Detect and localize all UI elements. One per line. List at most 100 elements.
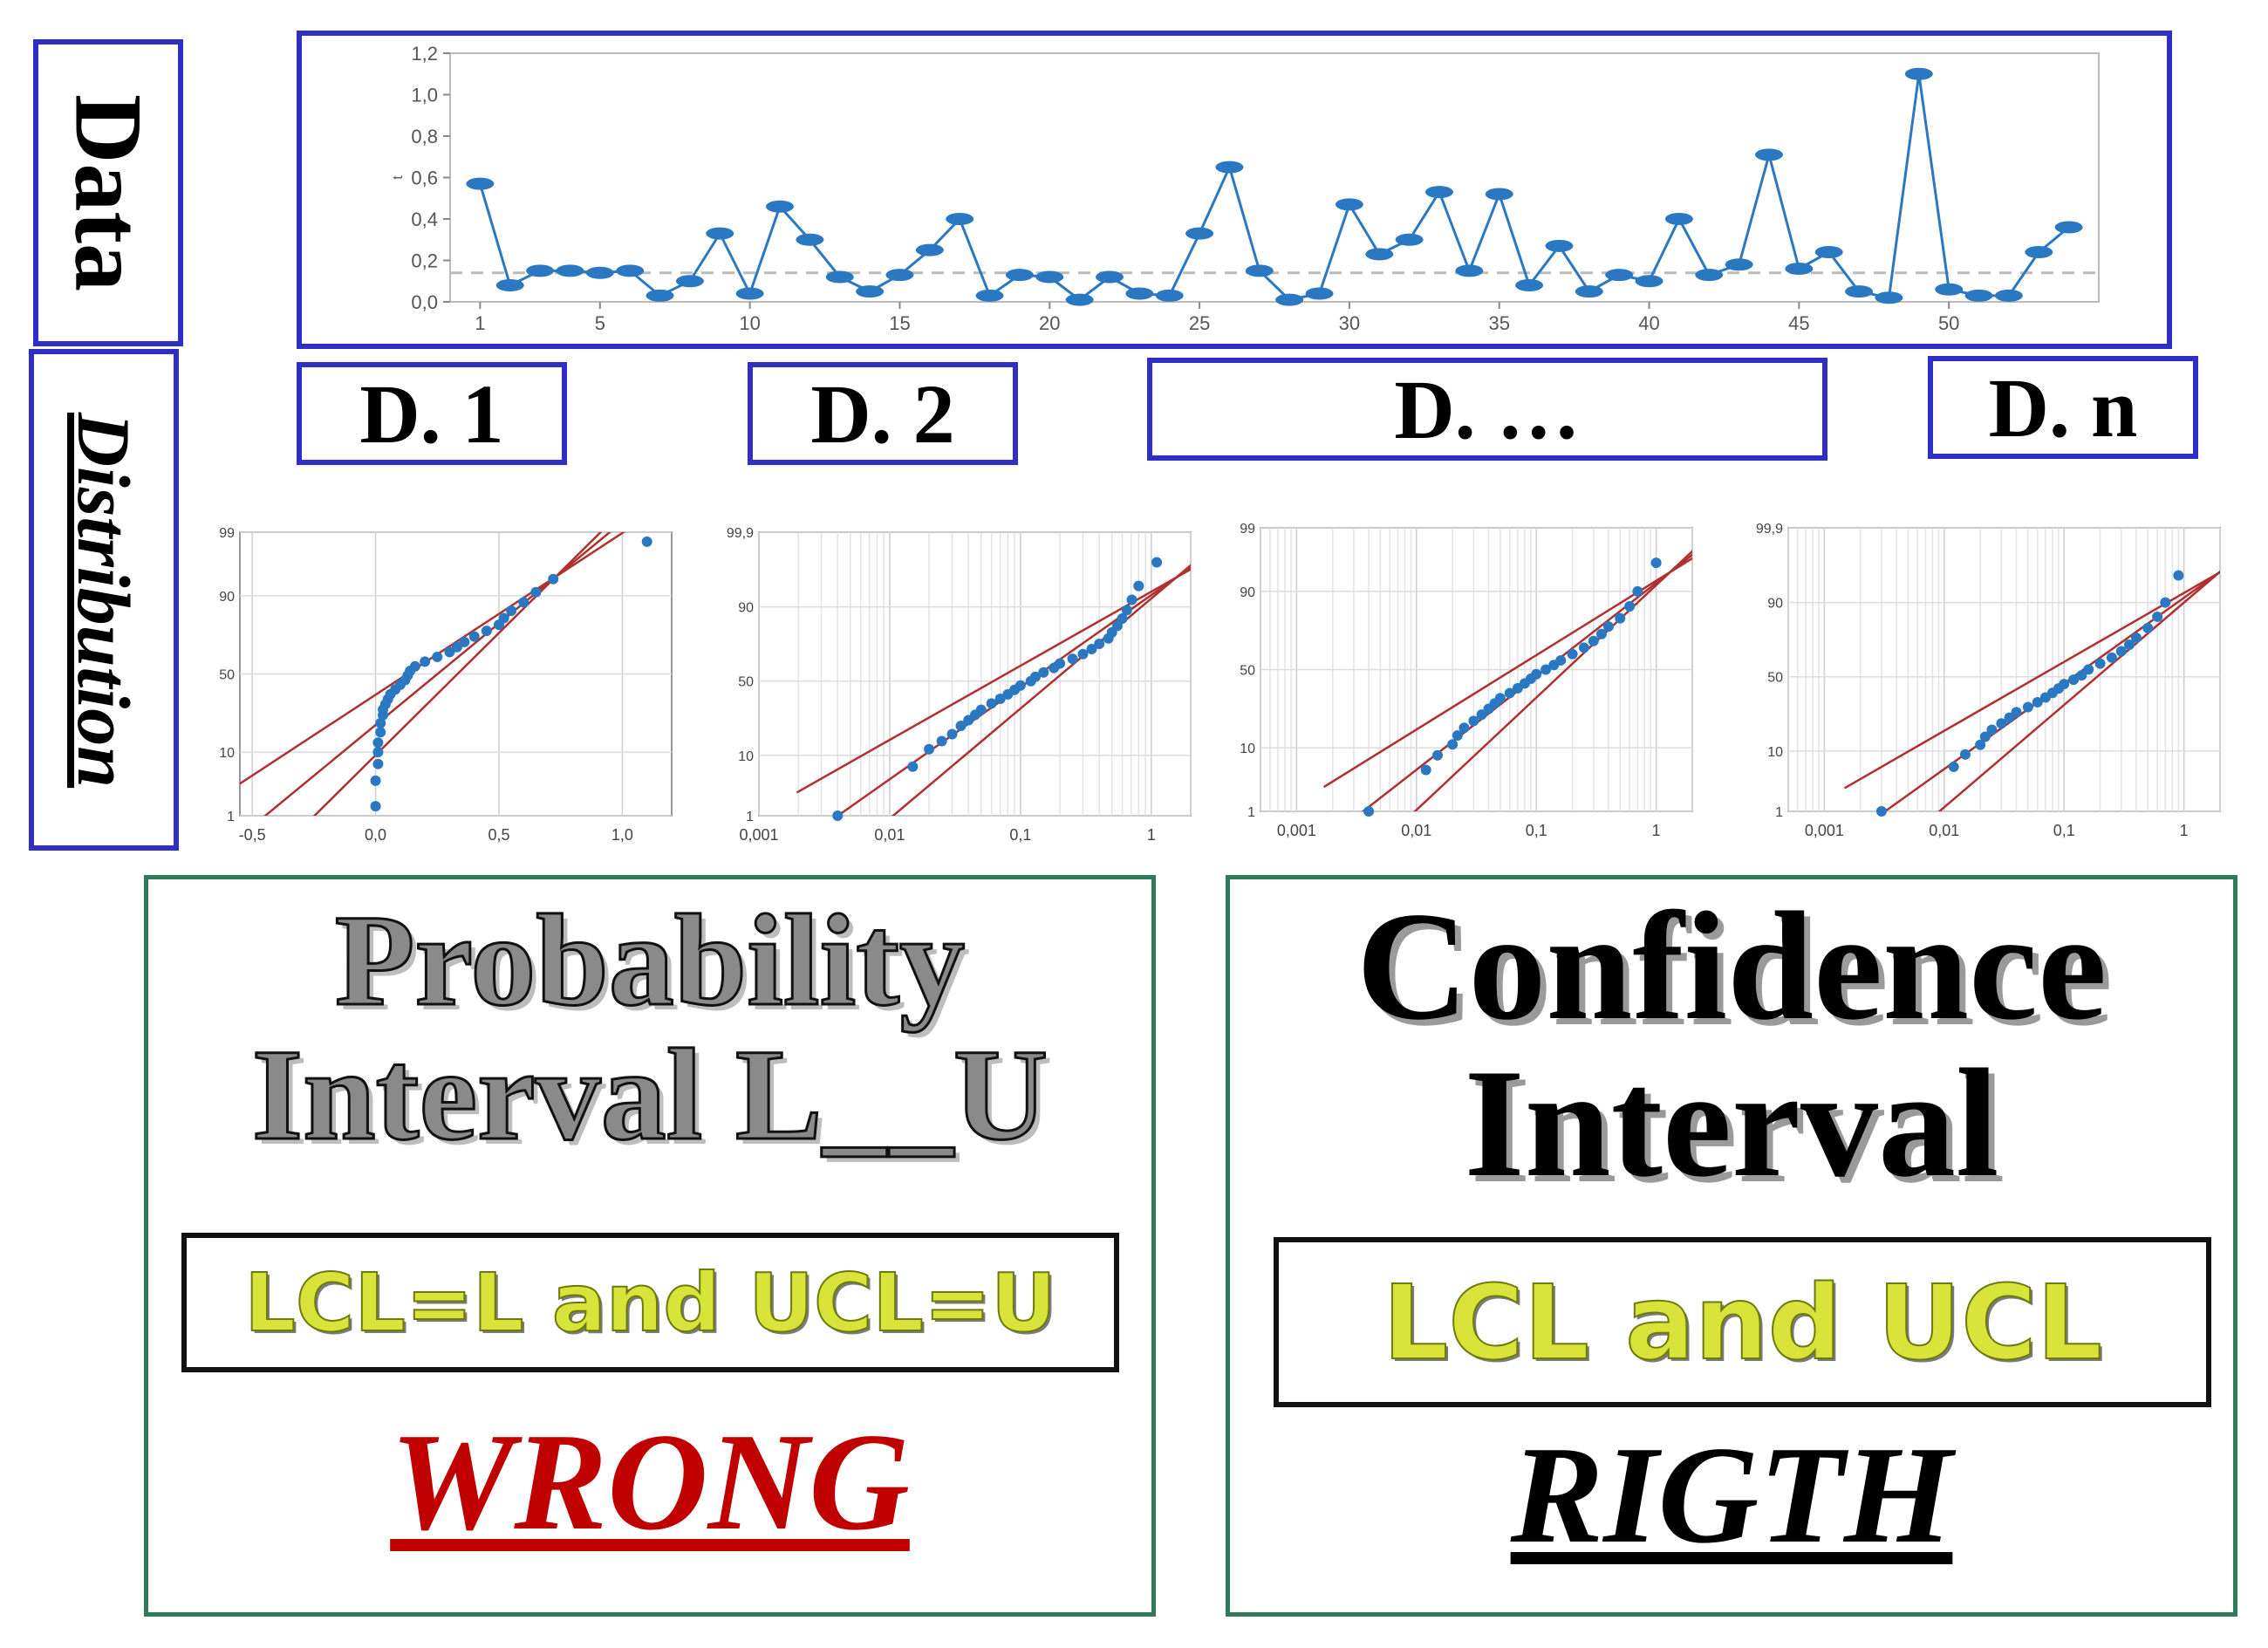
distribution-tag-label: D. 2 [810,366,955,461]
x-tick-label: 0,1 [2053,822,2075,839]
data-point [1005,269,1034,282]
data-point [1077,648,1089,660]
data-point [585,266,614,279]
x-tick-label: 0,001 [1277,822,1316,839]
data-point [616,264,645,277]
data-point [1964,289,1993,302]
x-tick-label: -0,5 [239,826,266,844]
lcl-ucl-text: LCL and UCL [1382,1262,2103,1384]
data-point [506,605,517,617]
data-point [1117,613,1128,625]
x-tick-label: 0,01 [874,826,905,844]
y-tick-label: 50 [1240,664,1255,679]
data-point [451,641,462,653]
data-point [2054,221,2083,234]
data-point [1725,258,1753,271]
data-point [796,233,824,246]
data-point [372,758,384,769]
data-point [915,243,944,256]
data-point [1065,293,1094,306]
data-point [766,200,794,213]
distribution-tag-label: D. n [1988,360,2138,455]
data-point [1452,730,1463,742]
data-point [1845,285,1874,298]
x-tick-label: 0,01 [1401,822,1431,839]
data-point [832,810,844,821]
y-tick-label: 1 [1775,805,1783,820]
y-tick-label: 99 [219,526,235,541]
data-point [498,612,509,624]
data-point [986,698,997,709]
data-point [2094,658,2106,669]
distribution-tag-n: D. n [1928,356,2198,459]
data-point [1567,648,1578,660]
data-point [1094,639,1105,650]
data-point [1067,653,1078,665]
data-point [1588,635,1599,646]
probability-interval-panel: Probability Interval L__U LCL=L and UCL=… [144,875,1156,1617]
data-point [735,287,764,300]
data-point [975,704,987,715]
distribution-tag-2: D. 2 [748,362,1018,465]
y-tick-label: 1 [1247,805,1255,820]
data-point [2059,679,2070,690]
y-tick-label: 10 [1767,745,1783,760]
data-point [530,586,542,598]
data-point [2025,246,2053,258]
probability-plot-2: 0,001 0,01 0,1 1 1 10 50 90 99,9 [727,526,1192,844]
data-point [1121,605,1132,616]
data-point [1014,680,1026,691]
data-point [548,573,559,585]
data-point [2130,632,2142,643]
data-point [946,728,958,740]
confidence-band-line [796,568,1191,794]
plot-frame [758,531,1192,817]
data-point [1458,722,1470,734]
data-point [1545,239,1574,252]
data-point [1975,739,1986,750]
data-point [2115,646,2127,657]
data-point [375,717,386,728]
fit-line [1361,553,1692,811]
data-point [1038,667,1049,678]
data-point [1029,671,1041,682]
y-tick-label: 0,2 [411,250,438,272]
data-point [1664,213,1693,225]
confidence-band-line [1937,570,2220,811]
wrong-verdict: WRONG [390,1404,910,1559]
y-tick-label: 50 [219,668,235,683]
data-point [936,735,947,747]
data-point [706,227,734,240]
y-tick-label: 90 [219,590,235,605]
data-point [1133,580,1144,592]
y-tick-label: 0,0 [411,291,438,313]
data-point [1755,148,1783,161]
x-tick-label: 20 [1039,312,1060,334]
data-point [1155,289,1184,302]
y-tick-label: 10 [219,746,235,761]
y-tick-label: 0,6 [411,168,438,189]
data-point [1125,287,1154,300]
confidence-band-line [1323,557,1692,789]
confidence-band-line [312,532,603,816]
data-point [946,213,974,225]
data-point [641,536,652,547]
data-point [526,264,555,277]
time-series-chart: 0,00,20,40,60,81,01,21 5 10 15 20 25 30 35 40 45 5… [391,43,2100,334]
y-tick-label: 0,4 [411,209,438,230]
x-tick-label: 35 [1488,312,1509,334]
data-point [1996,718,2007,729]
data-point [1275,293,1304,306]
data-point [1365,248,1394,261]
distribution-tag-1: D. 1 [297,362,567,465]
data-point [1215,161,1244,174]
data-point [646,289,674,302]
y-tick-label: 1,2 [411,43,438,65]
probability-title-line2: Interval L__U [250,1022,1049,1167]
data-point [1602,621,1614,633]
data-point [1055,658,1066,669]
data-point [2022,701,2033,713]
data-point [2032,696,2043,708]
plot-frame [449,52,2100,303]
data-point [907,761,919,772]
